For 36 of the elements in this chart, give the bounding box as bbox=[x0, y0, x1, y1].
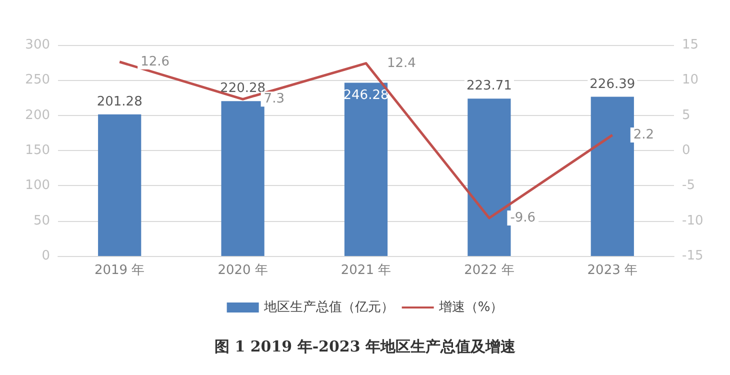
y2-tick-label: 0 bbox=[682, 143, 690, 158]
y-tick-label: 200 bbox=[25, 108, 50, 123]
y-tick-label: 0 bbox=[42, 248, 50, 264]
y2-tick-label: -5 bbox=[682, 178, 695, 194]
x-tick-label: 2023 年 bbox=[587, 263, 638, 278]
bar bbox=[468, 98, 511, 256]
bar bbox=[98, 114, 142, 256]
data-label: 223.71 bbox=[466, 78, 512, 94]
y2-tick-label: 15 bbox=[682, 38, 699, 52]
data-label: 201.28 bbox=[96, 94, 142, 110]
x-tick-label: 2022 年 bbox=[464, 263, 514, 278]
data-label: 2.2 bbox=[633, 128, 654, 143]
data-label: 7.3 bbox=[264, 92, 284, 107]
y-tick-label: 250 bbox=[25, 72, 50, 88]
x-tick-label: 2019 年 bbox=[94, 263, 145, 278]
y-tick-label: 150 bbox=[25, 143, 50, 158]
y2-tick-label: -15 bbox=[682, 248, 704, 264]
x-tick-label: 2020 年 bbox=[218, 263, 268, 278]
y-tick-label: 50 bbox=[33, 213, 50, 228]
bar bbox=[344, 82, 388, 256]
data-label: 12.6 bbox=[140, 54, 170, 70]
y2-tick-label: -10 bbox=[682, 213, 704, 228]
data-label: -9.6 bbox=[510, 210, 536, 226]
text: 图 1 2019 年-2023 年地区生产总值及增速 bbox=[214, 338, 517, 356]
legend-label: 地区生产总值（亿元） bbox=[262, 300, 394, 315]
y-tick-label: 300 bbox=[25, 38, 50, 52]
y2-tick-label: 5 bbox=[682, 108, 690, 123]
legend-label: 增速（%） bbox=[438, 300, 504, 315]
y-tick-label: 100 bbox=[25, 178, 50, 194]
bar bbox=[221, 101, 264, 256]
x-tick-label: 2021 年 bbox=[340, 263, 392, 278]
data-label: 226.39 bbox=[590, 76, 636, 92]
data-label: 220.28 bbox=[220, 81, 266, 96]
bar bbox=[590, 96, 634, 256]
y2-tick-label: 10 bbox=[682, 72, 699, 88]
data-label: 12.4 bbox=[387, 56, 416, 71]
